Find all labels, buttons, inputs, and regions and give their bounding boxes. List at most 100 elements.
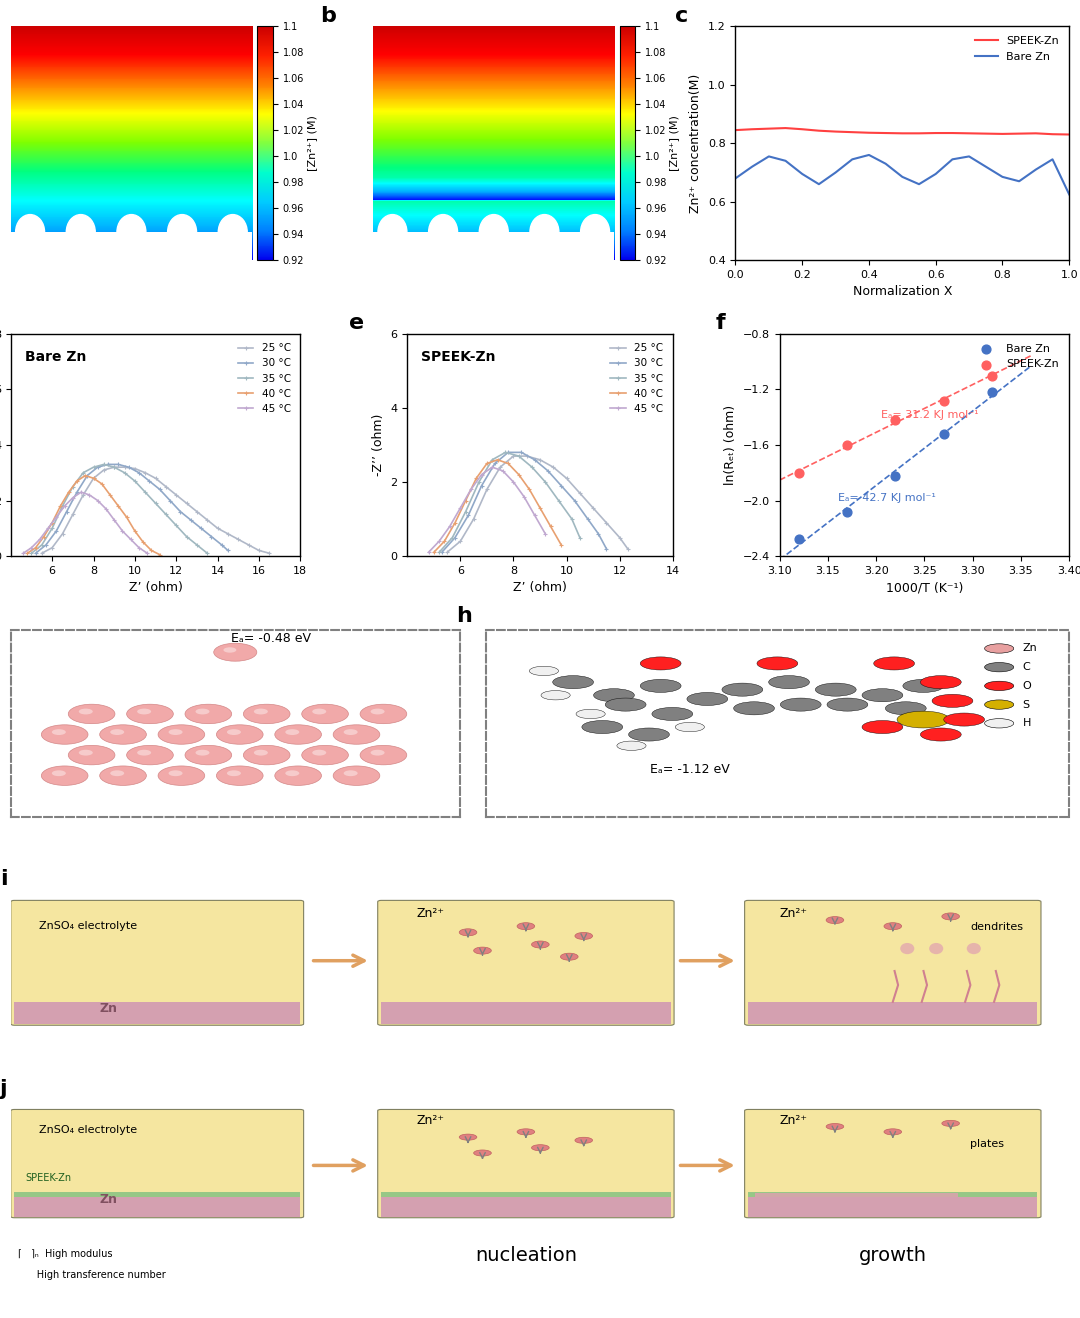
35 °C: [129, 473, 141, 489]
Circle shape: [68, 746, 114, 764]
45 °C: [140, 546, 153, 561]
Text: f: f: [716, 314, 726, 333]
Circle shape: [195, 709, 210, 714]
25 °C: [97, 463, 110, 478]
40 °C: [459, 493, 472, 509]
30 °C: [112, 456, 125, 472]
30 °C: [448, 530, 461, 546]
45 °C: [464, 481, 477, 497]
Ellipse shape: [218, 215, 247, 249]
40 °C: [63, 484, 76, 500]
25 °C: [77, 488, 90, 503]
Bare Zn: [846, 152, 859, 167]
30 °C: [475, 478, 488, 494]
40 °C: [438, 534, 451, 550]
Circle shape: [158, 766, 205, 786]
Circle shape: [243, 746, 291, 764]
X-axis label: Normalization X: Normalization X: [852, 286, 953, 298]
Circle shape: [110, 770, 124, 776]
Ellipse shape: [901, 942, 915, 954]
SPEEK-Zn: [935, 390, 953, 411]
FancyBboxPatch shape: [378, 900, 674, 1025]
Circle shape: [41, 766, 87, 786]
Ellipse shape: [15, 215, 44, 249]
Ellipse shape: [167, 215, 197, 249]
Circle shape: [733, 701, 774, 714]
30 °C: [122, 459, 135, 474]
45 °C: [25, 540, 38, 556]
35 °C: [160, 506, 173, 522]
40 °C: [54, 498, 67, 514]
Circle shape: [781, 699, 821, 712]
Text: Zn: Zn: [99, 1193, 117, 1206]
Text: Eₐ= 31.2 KJ mol⁻¹: Eₐ= 31.2 KJ mol⁻¹: [881, 410, 978, 420]
30 °C: [592, 526, 605, 542]
SPEEK-Zn: [980, 125, 993, 141]
45 °C: [50, 509, 63, 525]
FancyBboxPatch shape: [11, 900, 303, 1025]
Circle shape: [312, 750, 326, 755]
Circle shape: [185, 704, 232, 724]
Text: Zn: Zn: [99, 1002, 117, 1015]
Line: Bare Zn: Bare Zn: [735, 156, 1069, 195]
35 °C: [56, 498, 69, 514]
Circle shape: [874, 656, 915, 670]
35 °C: [512, 448, 525, 464]
35 °C: [499, 444, 512, 460]
Circle shape: [474, 948, 491, 954]
Ellipse shape: [429, 215, 458, 249]
Circle shape: [582, 721, 623, 734]
25 °C: [56, 526, 69, 542]
Circle shape: [553, 676, 594, 689]
Bar: [14, 1002, 300, 1024]
Circle shape: [985, 718, 1014, 728]
30 °C: [221, 543, 234, 559]
30 °C: [70, 484, 83, 500]
25 °C: [232, 531, 245, 547]
35 °C: [190, 536, 203, 552]
25 °C: [253, 543, 266, 559]
45 °C: [75, 484, 87, 500]
SPEEK-Zn: [887, 410, 904, 431]
Text: Zn²⁺: Zn²⁺: [780, 907, 808, 920]
SPEEK-Zn: [1029, 125, 1042, 141]
45 °C: [454, 500, 467, 515]
Bar: [11, 232, 252, 260]
SPEEK-Zn: [846, 124, 859, 140]
Circle shape: [629, 728, 670, 741]
30 °C: [185, 511, 198, 527]
Text: SPEEK-Zn: SPEEK-Zn: [25, 1173, 71, 1182]
Circle shape: [312, 709, 326, 714]
Circle shape: [285, 729, 299, 735]
45 °C: [507, 474, 519, 490]
Legend: 25 °C, 30 °C, 35 °C, 40 °C, 45 °C: 25 °C, 30 °C, 35 °C, 40 °C, 45 °C: [606, 339, 667, 418]
30 °C: [541, 463, 554, 478]
Circle shape: [826, 1123, 843, 1130]
45 °C: [91, 493, 104, 509]
30 °C: [153, 481, 166, 497]
Text: dendrites: dendrites: [971, 921, 1024, 932]
Circle shape: [640, 679, 681, 692]
Text: Zn: Zn: [1023, 643, 1037, 654]
Text: S: S: [1023, 700, 1029, 709]
Circle shape: [243, 704, 291, 724]
45 °C: [41, 521, 54, 536]
30 °C: [143, 473, 156, 489]
30 °C: [205, 529, 218, 544]
Circle shape: [333, 766, 380, 786]
25 °C: [66, 506, 79, 522]
35 °C: [201, 546, 214, 561]
45 °C: [486, 459, 499, 474]
Circle shape: [605, 699, 646, 712]
25 °C: [138, 465, 151, 481]
Circle shape: [985, 681, 1014, 691]
Circle shape: [126, 704, 173, 724]
Circle shape: [137, 750, 151, 755]
30 °C: [133, 465, 146, 481]
Text: j: j: [0, 1079, 8, 1099]
Text: plates: plates: [971, 1139, 1004, 1149]
Circle shape: [942, 913, 959, 920]
40 °C: [137, 534, 150, 550]
45 °C: [99, 501, 112, 517]
25 °C: [221, 526, 234, 542]
